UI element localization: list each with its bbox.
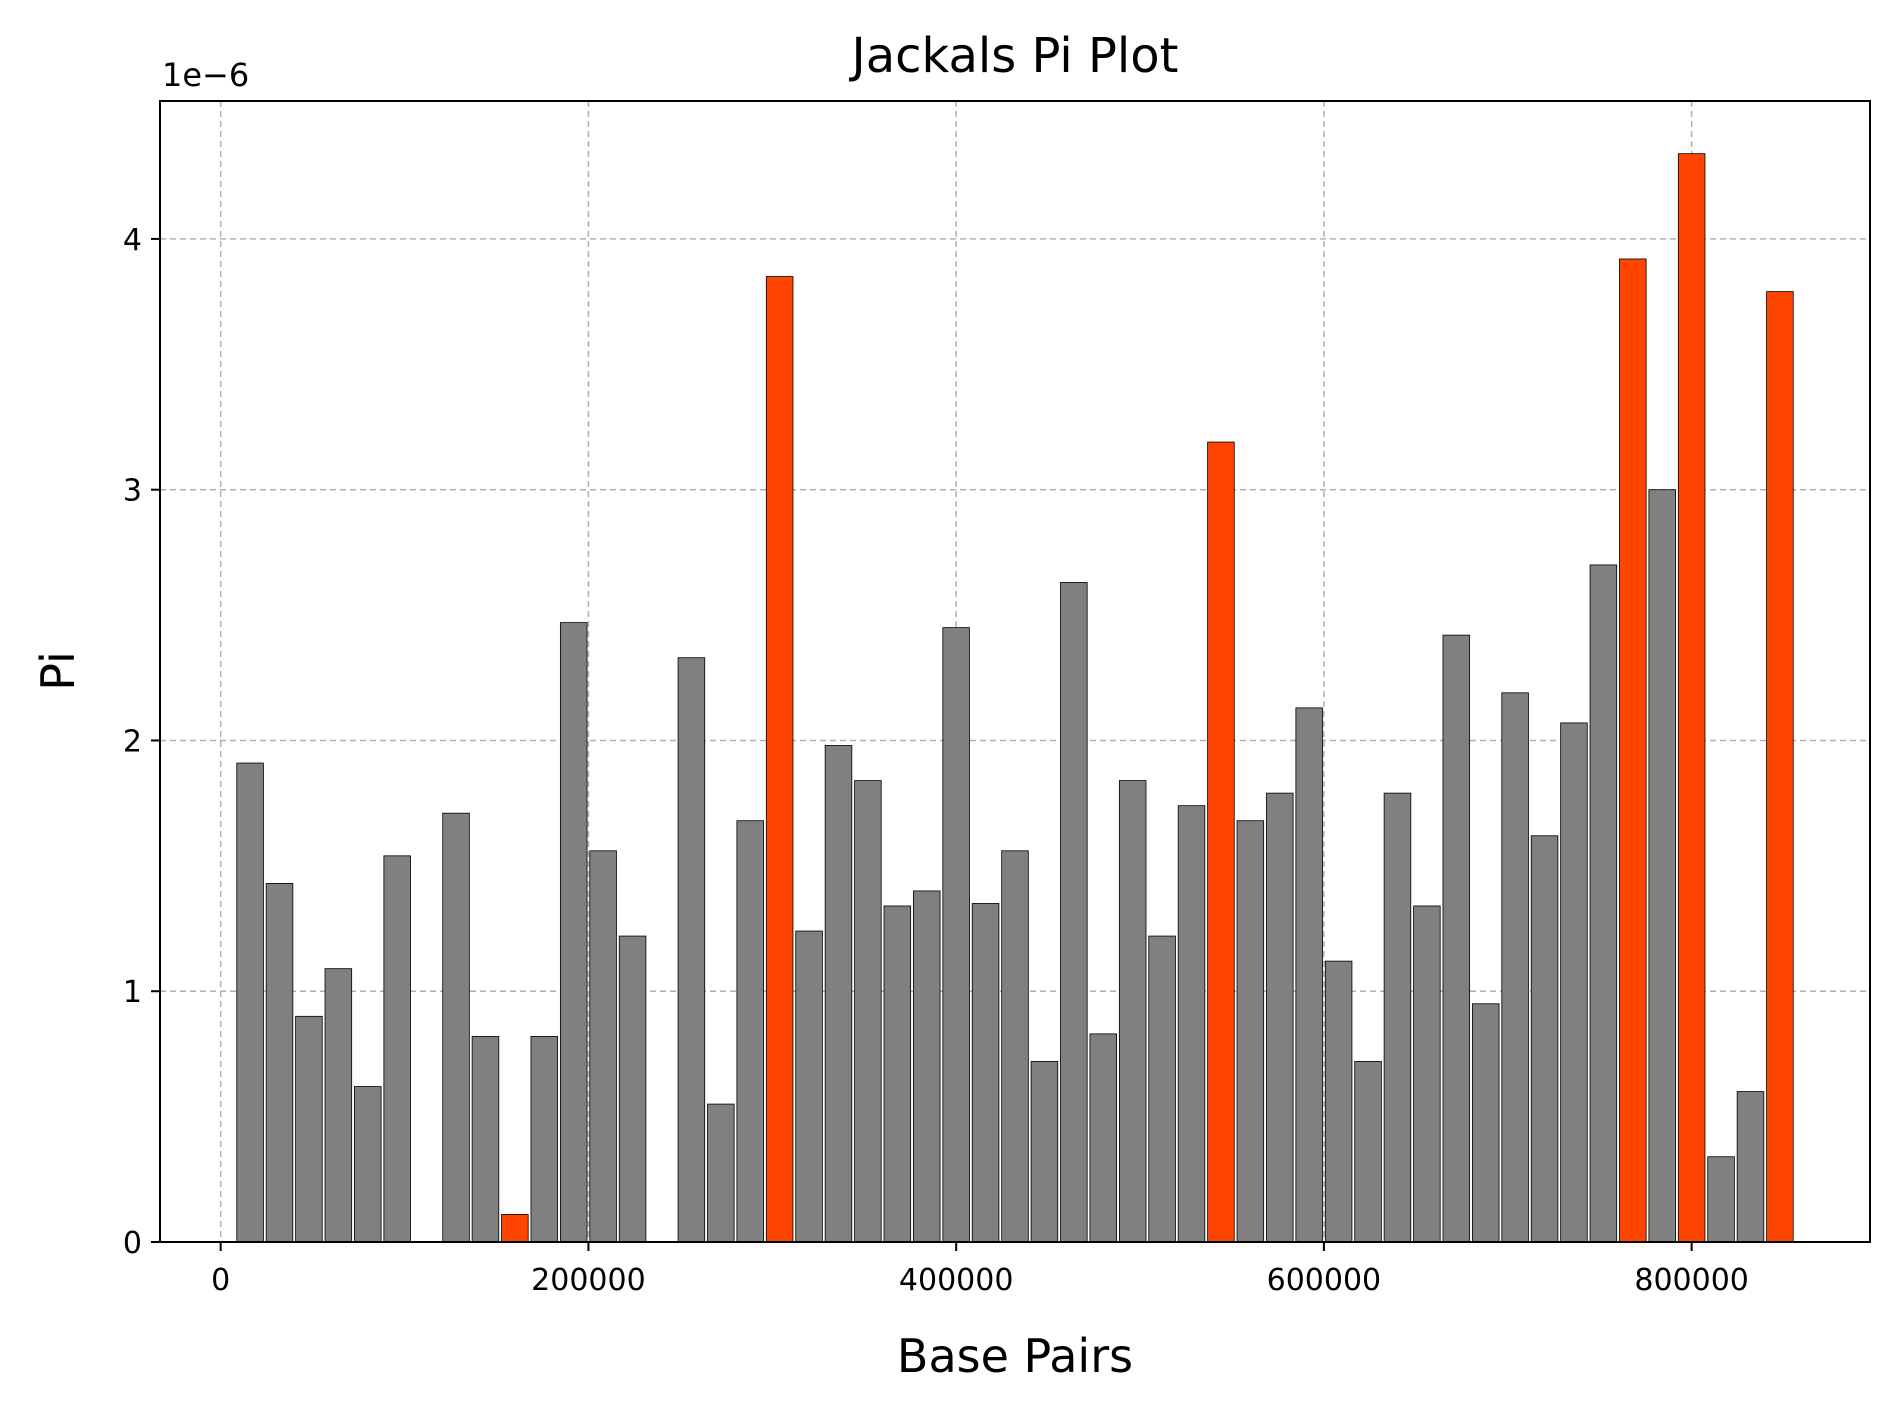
bar: [383, 855, 411, 1243]
bar: [1060, 582, 1088, 1243]
bar-highlight: [1207, 441, 1235, 1243]
bar: [1354, 1061, 1382, 1243]
x-tick-label: 200000: [531, 1263, 646, 1298]
bar: [324, 968, 353, 1243]
y-axis-ticks: 0 1 2 3 4: [123, 223, 160, 1261]
bar: [1236, 820, 1265, 1243]
bar: [795, 930, 823, 1243]
bar: [1648, 489, 1676, 1243]
bar: [1707, 1156, 1735, 1243]
bar: [1471, 1003, 1500, 1243]
bars: [236, 153, 1794, 1243]
bar: [824, 745, 853, 1243]
bar: [442, 812, 470, 1243]
bar: [471, 1035, 500, 1243]
bar: [971, 903, 1000, 1243]
y-tick-label: 1: [123, 975, 142, 1010]
bar: [354, 1086, 382, 1243]
plot-frame: [159, 100, 1871, 1243]
bar: [265, 883, 294, 1243]
bar-highlight: [1619, 258, 1647, 1243]
bar: [1383, 792, 1412, 1243]
bar: [618, 935, 647, 1243]
bar-highlight: [765, 276, 794, 1243]
x-tick-label: 400000: [899, 1263, 1014, 1298]
y-tick-label: 2: [123, 724, 142, 759]
bar: [1148, 935, 1176, 1243]
y-tick-label: 3: [123, 474, 142, 509]
bar: [677, 657, 706, 1243]
y-axis-offset-text: 1e−6: [162, 56, 249, 94]
bar: [1413, 905, 1441, 1243]
x-tick-label: 600000: [1267, 1263, 1382, 1298]
bar: [1589, 564, 1618, 1243]
bar: [1324, 960, 1353, 1243]
bar: [707, 1103, 735, 1243]
y-axis-label: Pi: [31, 651, 85, 691]
x-axis-label: Base Pairs: [897, 1329, 1133, 1383]
bar: [854, 780, 882, 1243]
bar: [1001, 850, 1029, 1243]
y-tick-label: 4: [123, 223, 142, 258]
bar: [1736, 1091, 1765, 1243]
bar: [589, 850, 617, 1243]
bar: [559, 622, 588, 1243]
y-tick-label: 0: [123, 1226, 142, 1261]
bar-highlight: [1766, 291, 1794, 1243]
bar: [913, 890, 941, 1243]
bar: [942, 627, 970, 1243]
bar: [1118, 780, 1147, 1243]
bar: [1177, 805, 1206, 1243]
bar: [1089, 1033, 1117, 1243]
bar: [530, 1035, 559, 1243]
bar: [736, 820, 764, 1243]
bar: [1530, 835, 1559, 1243]
bar: [1560, 722, 1588, 1243]
bar: [883, 905, 912, 1243]
bar: [1266, 792, 1294, 1243]
chart-title: Jackals Pi Plot: [849, 28, 1179, 84]
bar: [1501, 692, 1529, 1243]
bar-highlight: [1677, 153, 1706, 1243]
bar-highlight: [501, 1214, 529, 1243]
bar: [1030, 1061, 1059, 1243]
bar: [295, 1015, 323, 1243]
bar: [236, 762, 264, 1243]
bar: [1295, 707, 1323, 1243]
x-tick-label: 0: [211, 1263, 230, 1298]
x-tick-label: 800000: [1634, 1263, 1749, 1298]
x-axis-ticks: 0 200000 400000 600000 800000: [211, 1242, 1749, 1298]
bar: [1442, 634, 1471, 1243]
